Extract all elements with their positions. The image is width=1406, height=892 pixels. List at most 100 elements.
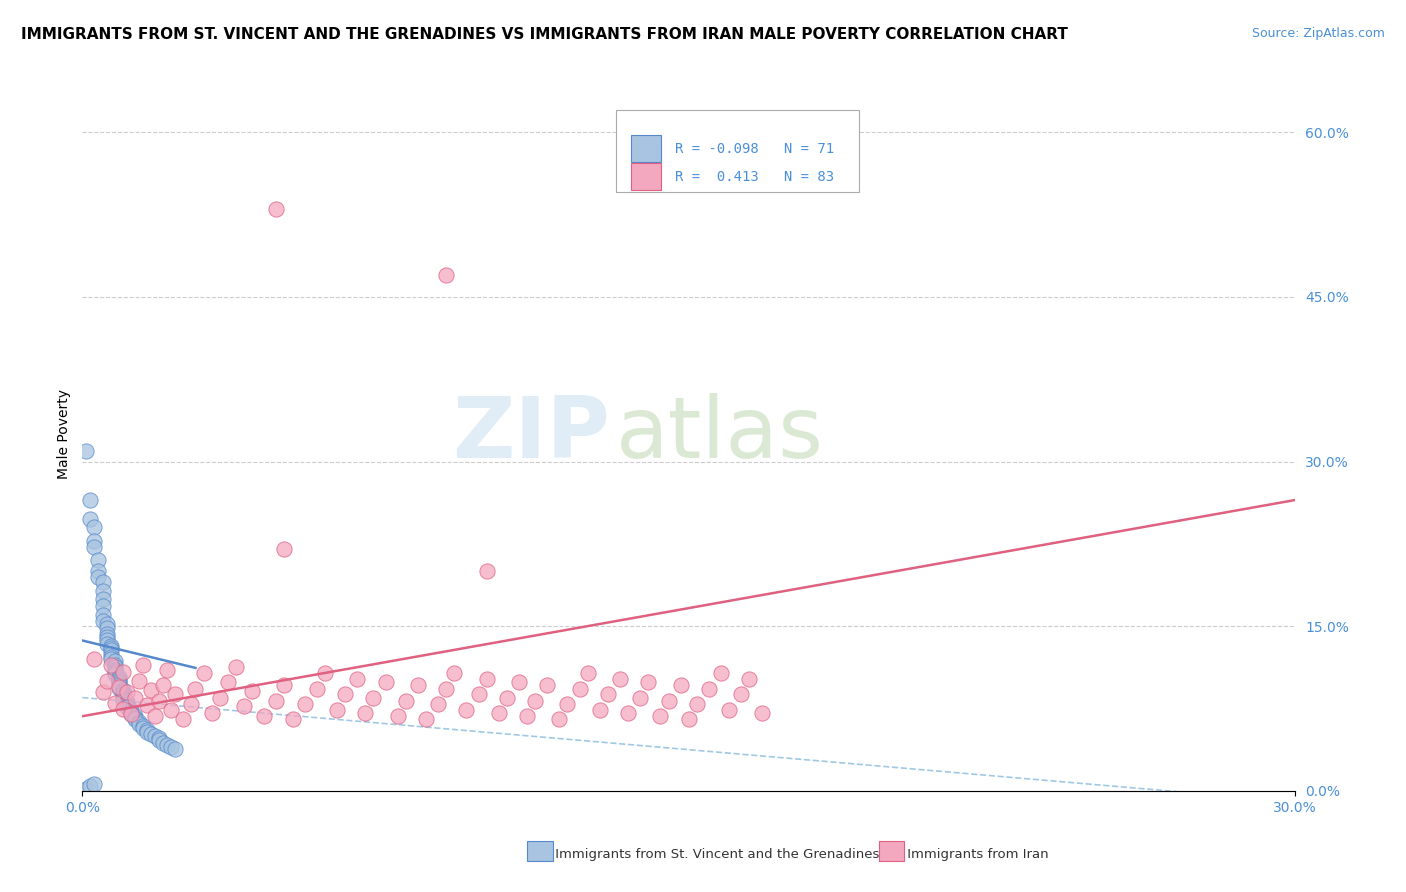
- Point: [91, 614, 114, 628]
- Point: [233, 699, 256, 714]
- Point: [107, 670, 129, 684]
- Point: [208, 690, 231, 705]
- Point: [225, 660, 247, 674]
- Point: [104, 657, 127, 672]
- Point: [104, 665, 127, 680]
- Point: [91, 584, 114, 599]
- Point: [107, 678, 129, 692]
- Point: [536, 678, 558, 692]
- Point: [201, 706, 224, 720]
- Point: [83, 520, 105, 534]
- Point: [443, 666, 465, 681]
- Point: [697, 681, 720, 696]
- Point: [637, 675, 659, 690]
- Point: [467, 687, 489, 701]
- Point: [96, 637, 118, 651]
- Point: [111, 690, 134, 704]
- FancyBboxPatch shape: [616, 110, 859, 192]
- Point: [87, 565, 110, 579]
- Point: [128, 674, 150, 689]
- Point: [111, 701, 134, 715]
- Point: [128, 714, 150, 729]
- Point: [124, 711, 146, 725]
- Point: [132, 719, 155, 733]
- Point: [326, 703, 349, 717]
- Point: [617, 706, 640, 720]
- Point: [104, 663, 127, 677]
- Point: [152, 678, 174, 692]
- Y-axis label: Male Poverty: Male Poverty: [58, 389, 72, 479]
- Point: [96, 633, 118, 648]
- Text: Immigrants from St. Vincent and the Grenadines: Immigrants from St. Vincent and the Gren…: [534, 847, 880, 861]
- Point: [354, 706, 377, 720]
- Point: [115, 695, 138, 709]
- Point: [120, 706, 142, 721]
- Point: [240, 684, 263, 698]
- Bar: [630, 163, 661, 190]
- Point: [266, 694, 288, 708]
- Point: [136, 723, 159, 738]
- Point: [184, 681, 207, 696]
- Point: [143, 729, 166, 743]
- Point: [91, 591, 114, 606]
- Point: [374, 675, 396, 690]
- Bar: [527, 841, 553, 861]
- Point: [193, 666, 215, 681]
- Point: [128, 717, 150, 731]
- Point: [124, 709, 146, 723]
- Point: [124, 713, 146, 727]
- Point: [217, 675, 239, 690]
- Point: [111, 690, 134, 705]
- Point: [576, 666, 599, 681]
- Point: [730, 687, 752, 701]
- Point: [120, 703, 142, 717]
- Point: [406, 678, 429, 692]
- Point: [124, 690, 146, 705]
- Point: [136, 698, 159, 713]
- Point: [111, 665, 134, 680]
- Point: [104, 654, 127, 668]
- Point: [136, 724, 159, 739]
- Point: [589, 703, 612, 717]
- Point: [107, 680, 129, 694]
- Point: [751, 706, 773, 720]
- Point: [557, 697, 579, 711]
- Point: [165, 687, 187, 701]
- Point: [91, 599, 114, 614]
- Point: [111, 682, 134, 697]
- Point: [294, 697, 316, 711]
- Point: [91, 685, 114, 699]
- Point: [111, 687, 134, 701]
- Point: [524, 694, 547, 708]
- Point: [628, 690, 651, 705]
- Point: [100, 657, 122, 672]
- Point: [156, 663, 179, 677]
- Point: [143, 709, 166, 723]
- Point: [148, 731, 170, 746]
- Point: [488, 706, 510, 720]
- Point: [346, 672, 368, 686]
- Point: [104, 667, 127, 681]
- Point: [434, 268, 457, 282]
- Point: [148, 694, 170, 708]
- Point: [96, 630, 118, 644]
- Point: [83, 540, 105, 554]
- Point: [434, 681, 457, 696]
- Point: [738, 672, 761, 686]
- Point: [657, 694, 679, 708]
- Point: [100, 643, 122, 657]
- Point: [508, 675, 530, 690]
- Point: [120, 706, 142, 721]
- Text: IMMIGRANTS FROM ST. VINCENT AND THE GRENADINES VS IMMIGRANTS FROM IRAN MALE POVE: IMMIGRANTS FROM ST. VINCENT AND THE GREN…: [21, 27, 1069, 42]
- Text: Immigrants from Iran: Immigrants from Iran: [886, 847, 1049, 861]
- Point: [495, 690, 517, 705]
- Point: [100, 647, 122, 661]
- Point: [104, 696, 127, 710]
- Point: [678, 713, 700, 727]
- Point: [91, 575, 114, 590]
- Point: [710, 666, 733, 681]
- Point: [120, 705, 142, 719]
- Point: [253, 709, 276, 723]
- Point: [100, 639, 122, 653]
- Point: [83, 533, 105, 548]
